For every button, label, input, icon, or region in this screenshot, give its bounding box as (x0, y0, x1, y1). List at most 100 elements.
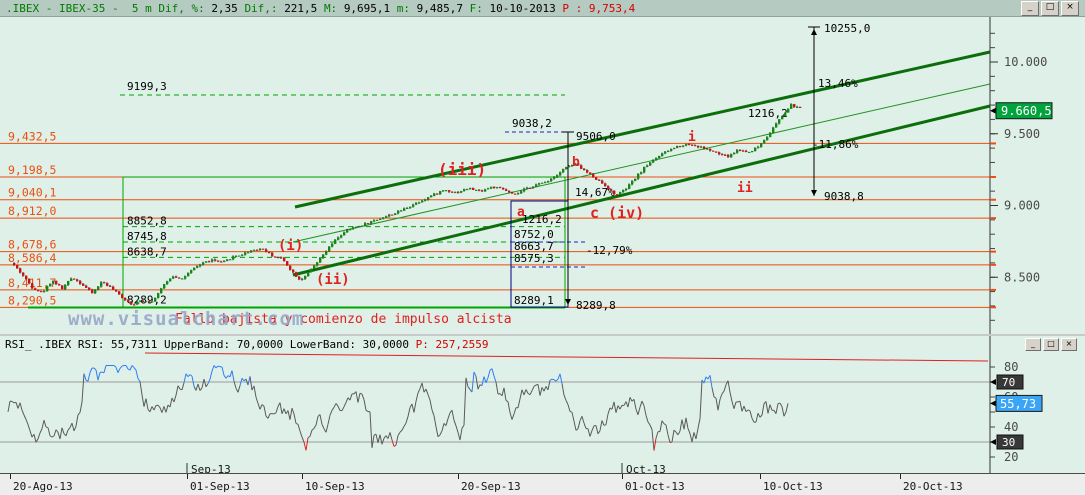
rsi-minimize-button[interactable]: _ (1025, 338, 1041, 351)
maximize-button[interactable]: □ (1041, 0, 1059, 16)
svg-text:14,67%: 14,67% (575, 186, 615, 199)
watermark: www.visualchart.com (68, 308, 304, 330)
time-tick (10, 474, 11, 479)
candlestick-series (13, 103, 802, 306)
svg-text:10255,0: 10255,0 (824, 22, 870, 35)
rsi-bands (0, 381, 990, 443)
svg-text:9.000: 9.000 (1004, 199, 1040, 213)
wave-label: (i) (278, 238, 303, 254)
time-tick-label: 20-Ago-13 (13, 480, 73, 493)
title-segment: 221,5 (284, 1, 324, 15)
svg-text:8745,8: 8745,8 (127, 230, 167, 243)
title-segment: F: (469, 1, 490, 15)
rsi-maximize-button[interactable]: □ (1043, 338, 1059, 351)
title-segment: M: (323, 1, 344, 15)
svg-text:10.000: 10.000 (1004, 55, 1047, 69)
last-price-badge: 9.660,5 (990, 102, 1053, 120)
fib-retracement-box: 8852,8 8745,8 8638,7 8289,2 (28, 176, 566, 309)
wave-label: i (688, 130, 696, 145)
time-tick (622, 474, 623, 479)
time-tick-label: 10-Oct-13 (763, 480, 823, 493)
wave-label: c (iv) (590, 204, 644, 222)
rsi-series (7, 365, 789, 451)
svg-text:80: 80 (1004, 360, 1018, 374)
svg-text:70: 70 (1002, 376, 1015, 389)
window-title-bar[interactable]: .IBEX - IBEX-35 - 5 m Dif, %: 2,35 Dif,:… (0, 0, 1085, 17)
svg-text:13,46%: 13,46% (818, 77, 858, 90)
title-segment: m: (396, 1, 417, 15)
minimize-button[interactable]: _ (1021, 0, 1039, 16)
time-tick-label: 20-Oct-13 (903, 480, 963, 493)
rsi-header-segment: P: 257,2559 (415, 338, 489, 351)
time-tick-label: 01-Sep-13 (190, 480, 250, 493)
svg-text:55,73: 55,73 (1000, 397, 1036, 411)
wave-label: a (517, 205, 525, 220)
svg-text:9038,8: 9038,8 (824, 190, 864, 203)
svg-text:8,586,4: 8,586,4 (8, 251, 57, 265)
title-segment: 9,695,1 (343, 1, 397, 15)
svg-text:9.660,5: 9.660,5 (1001, 104, 1052, 118)
rsi-close-button[interactable]: × (1061, 338, 1077, 351)
title-segment: 10-10-2013 (489, 1, 563, 15)
svg-text:9,432,5: 9,432,5 (8, 129, 56, 143)
svg-text:8852,8: 8852,8 (127, 215, 167, 228)
svg-text:8,678,6: 8,678,6 (8, 238, 57, 252)
time-tick-label: 10-Sep-13 (305, 480, 365, 493)
time-tick (900, 474, 901, 479)
svg-text:8,290,5: 8,290,5 (8, 293, 56, 307)
svg-text:8,912,0: 8,912,0 (8, 204, 57, 218)
svg-text:9,198,5: 9,198,5 (8, 163, 56, 177)
wave-label: (iii) (438, 160, 486, 179)
svg-text:20: 20 (1004, 450, 1018, 464)
svg-text:8289,8: 8289,8 (576, 299, 616, 312)
analysis-note: Fallo bajista y comienzo de impulso alci… (175, 312, 512, 327)
measure-arrow-target: 10255,0 9038,8 13,46% -11,86% 1216,2 (748, 22, 870, 203)
rsi-header-segment: RSI_ .IBEX RSI: 55,7311 UpperBand: 70,00… (5, 338, 416, 351)
svg-text:9.500: 9.500 (1004, 127, 1040, 141)
elliott-wave-labels: (i)(ii)(iii)abc (iv)iii (278, 130, 753, 288)
price-axis: 10.000 9.500 9.000 8.500 (989, 17, 1047, 334)
wave-label: (ii) (316, 272, 350, 288)
svg-text:9506,0: 9506,0 (576, 130, 616, 143)
rsi-value-badge: 55,73 (990, 394, 1043, 412)
title-segment: P : 9,753,4 (562, 1, 636, 15)
svg-text:8638,7: 8638,7 (127, 245, 167, 258)
rsi-window-controls: _ □ × (1025, 338, 1077, 351)
svg-text:40: 40 (1004, 420, 1018, 434)
svg-text:9199,3: 9199,3 (127, 80, 167, 93)
wave-label: ii (737, 181, 753, 196)
time-tick (302, 474, 303, 479)
instrument-summary: .IBEX - IBEX-35 - 5 m Dif, %: 2,35 Dif,:… (6, 2, 1021, 15)
trend-channel (292, 50, 991, 277)
svg-text:1216,2: 1216,2 (748, 107, 788, 120)
price-chart[interactable]: 9,432,5 9,198,5 9,040,1 8,912,0 8,678,68,586… (0, 17, 1085, 334)
title-segment: Dif, %: (158, 1, 212, 15)
title-segment: 2,35 (211, 1, 245, 15)
measure-arrow-wave: 9038,2 9506,0 8289,8 14,67% -12,79% (505, 117, 633, 312)
title-segment: .IBEX - IBEX-35 - 5 m (6, 1, 159, 15)
svg-text:9,040,1: 9,040,1 (8, 186, 57, 200)
svg-text:8289,2: 8289,2 (127, 293, 167, 306)
title-segment: Dif,: (244, 1, 285, 15)
window-controls: _ □ × (1021, 0, 1079, 16)
svg-text:-12,79%: -12,79% (586, 244, 633, 257)
svg-text:8752,0: 8752,0 (514, 228, 554, 241)
svg-text:8.500: 8.500 (1004, 270, 1040, 284)
svg-text:-11,86%: -11,86% (812, 138, 859, 151)
price-chart-panel[interactable]: 9,432,5 9,198,5 9,040,1 8,912,0 8,678,6 8,586… (0, 17, 1085, 334)
support-resistance-levels: 9,432,5 9,198,5 9,040,1 8,912,0 8,678,68,586… (0, 129, 990, 308)
time-axis: 20-Ago-13 01-Sep-13 10-Sep-13 20-Sep-13 01-O… (0, 473, 1085, 495)
svg-text:Oct-13: Oct-13 (626, 463, 666, 475)
time-tick-label: 01-Oct-13 (625, 480, 685, 493)
svg-text:8663,7: 8663,7 (514, 240, 554, 253)
time-tick (187, 474, 188, 479)
rsi-upper-band-badge: 70 (990, 374, 1024, 390)
rsi-indicator-summary: RSI_ .IBEX RSI: 55,7311 UpperBand: 70,00… (5, 338, 488, 351)
wave-label: b (572, 155, 580, 170)
projection-level: 9199,3 (120, 80, 565, 96)
close-button[interactable]: × (1061, 0, 1079, 16)
